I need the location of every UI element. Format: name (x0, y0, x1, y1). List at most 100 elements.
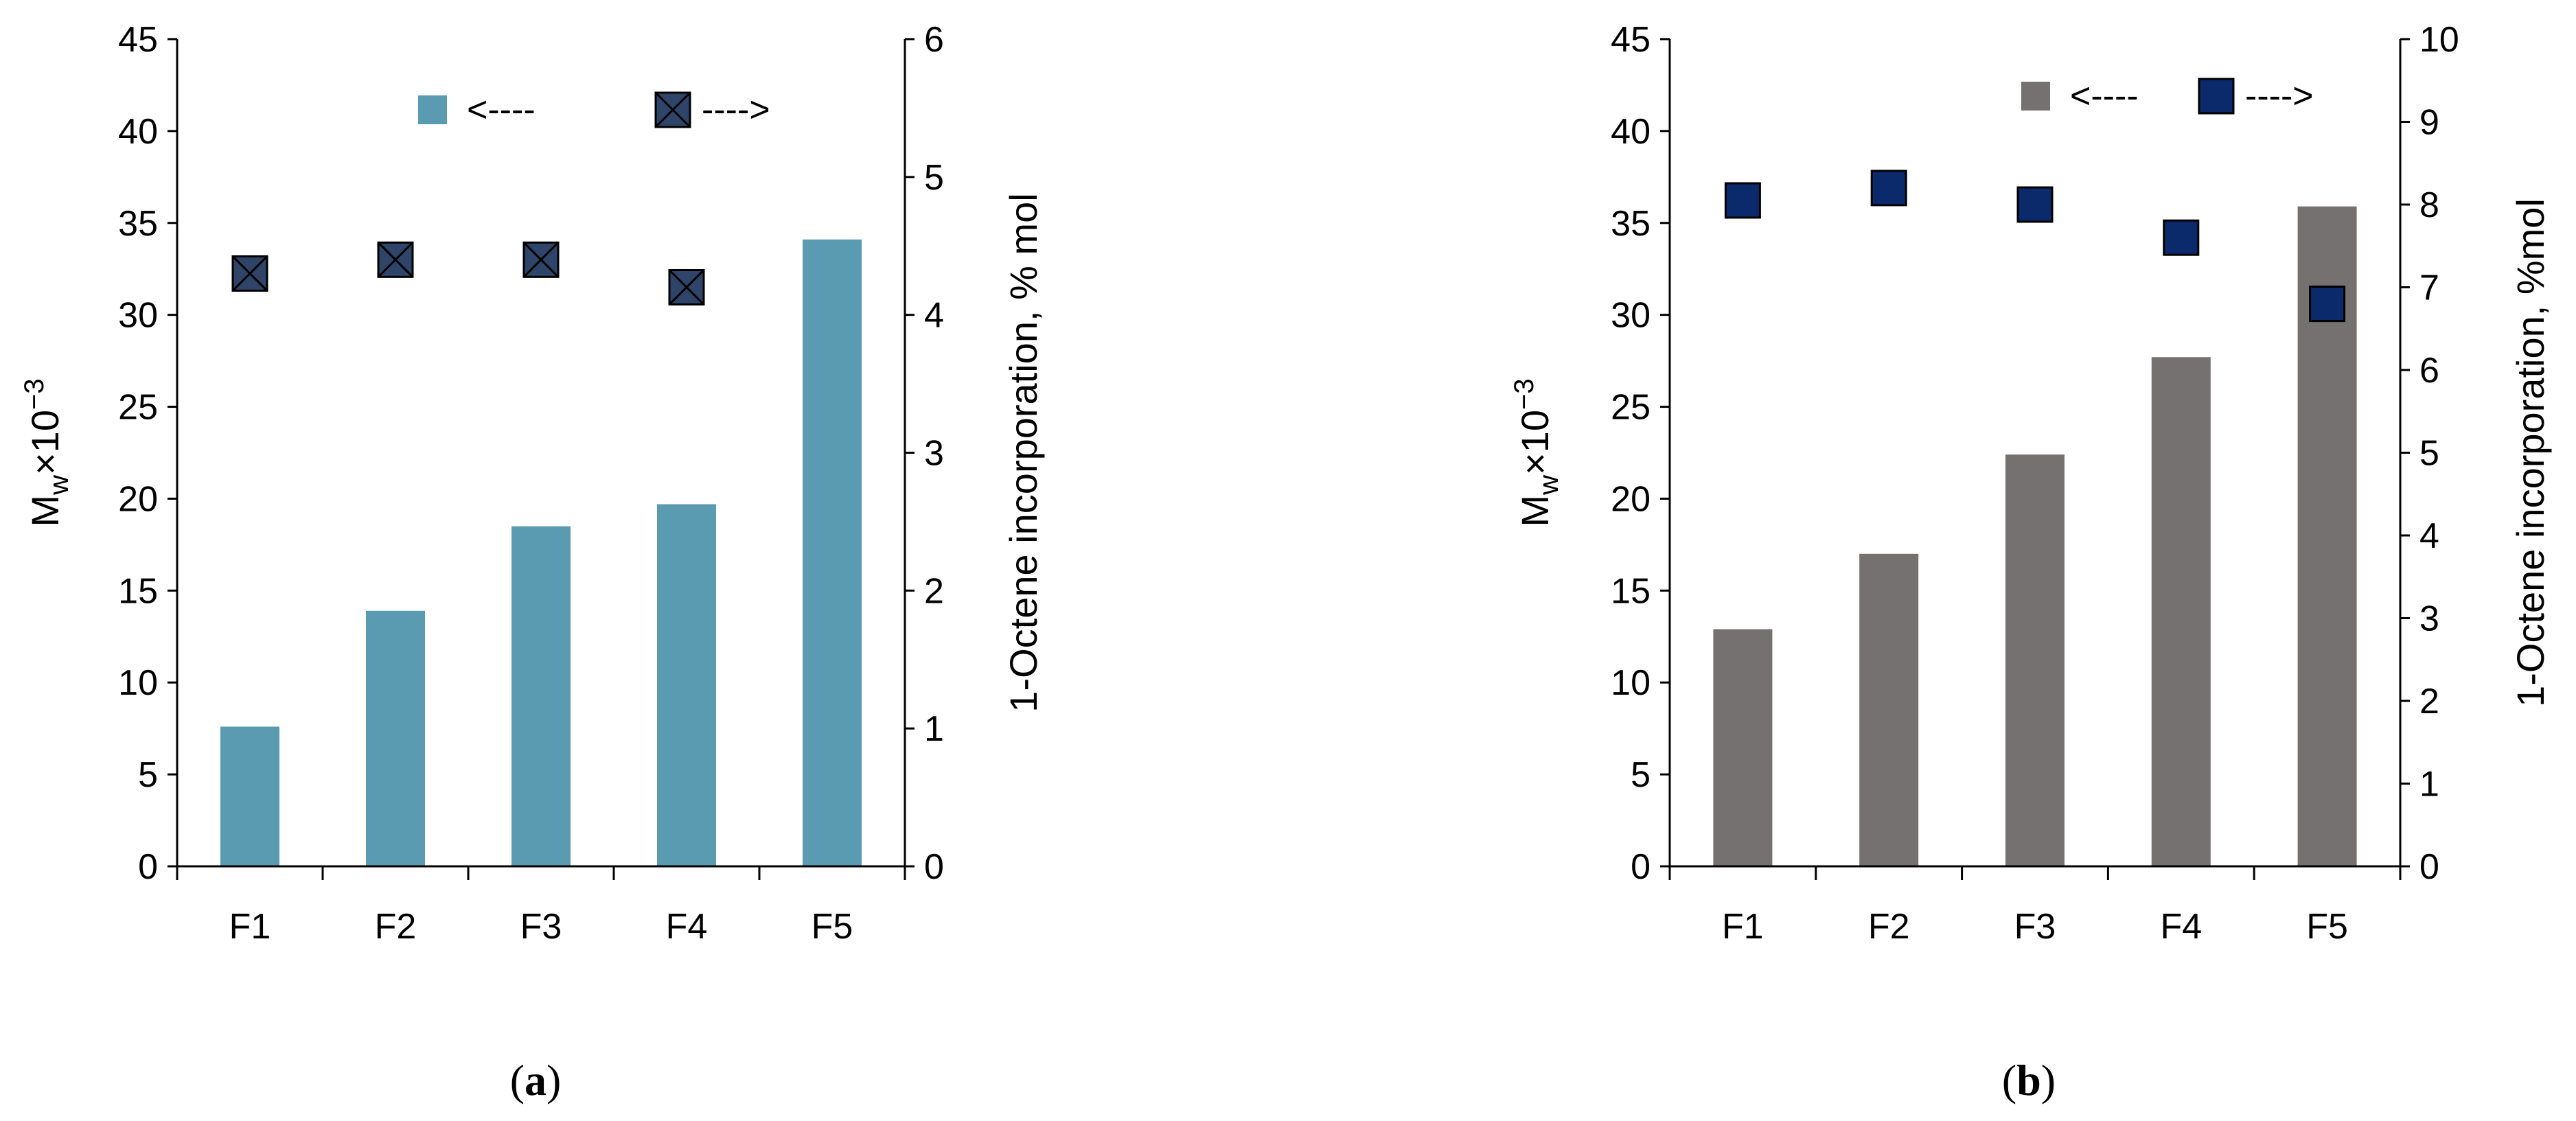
y-left-title-main: M (1513, 495, 1556, 527)
y-right-tick-label: 3 (2419, 599, 2439, 639)
y-right-tick-label: 2 (924, 571, 944, 611)
legend-bar-swatch (418, 95, 447, 124)
x-tick-label-f4: F4 (666, 907, 708, 947)
y-right-tick-label: 0 (924, 847, 944, 887)
panel-label-close: ) (547, 1056, 561, 1105)
marker-square (2016, 186, 2054, 223)
marker-f1 (1724, 182, 1761, 219)
legend-arrow-right: ----> (702, 90, 770, 130)
x-tick-label-f3: F3 (520, 907, 562, 947)
marker-square (1870, 170, 1907, 207)
legend-arrow-right: ----> (2245, 76, 2314, 116)
marker-f4 (668, 269, 705, 305)
y-left-title-sub: w (1534, 475, 1564, 496)
y-left-tick-label: 20 (1611, 479, 1651, 519)
bar-f4 (657, 504, 716, 866)
y-left-title-sub: w (44, 475, 74, 496)
y-left-tick-label: 5 (138, 755, 158, 795)
marker-f3 (2016, 186, 2054, 223)
y-right-tick-label: 4 (924, 296, 944, 336)
x-tick-label-f1: F1 (1722, 907, 1764, 947)
marker-cross-b (522, 242, 560, 278)
y-left-tick-label: 15 (1611, 571, 1651, 611)
y-right-tick-label: 7 (2419, 268, 2439, 308)
legend-marker-swatch (654, 91, 691, 128)
legend-bar-swatch (2021, 82, 2050, 111)
y-left-title-rest: ×10 (23, 410, 67, 475)
y-right-tick-label: 1 (2419, 765, 2439, 805)
panel-label: (b) (2002, 1056, 2056, 1105)
marker-cross-b (668, 269, 705, 305)
legend-arrow-left: <---- (2070, 76, 2139, 116)
marker-cross-b (377, 242, 414, 278)
y-right-tick-label: 10 (2419, 20, 2459, 60)
legend-marker-swatch (2198, 78, 2235, 115)
bar-f4 (2151, 357, 2211, 866)
y-left-tick-label: 5 (1631, 755, 1651, 795)
y-right-title: 1-Octene incorporation, % mol (1002, 193, 1045, 712)
y-left-tick-label: 0 (1631, 847, 1651, 887)
panel-label-open: ( (2002, 1056, 2016, 1105)
marker-f2 (377, 241, 414, 278)
y-left-title-rest: ×10 (1513, 410, 1556, 475)
y-right-tick-label: 2 (2419, 682, 2439, 721)
y-left-tick-label: 20 (118, 479, 158, 519)
marker-f2 (1870, 170, 1907, 207)
y-left-title-sup: −3 (19, 378, 49, 410)
marker-cross-b (654, 91, 691, 128)
x-tick-label-f5: F5 (812, 907, 853, 947)
bar-f2 (366, 610, 425, 866)
y-left-tick-label: 45 (118, 20, 158, 60)
y-left-title: Mw×10−3 (1509, 378, 1564, 527)
y-left-tick-label: 40 (118, 112, 158, 152)
x-tick-label-f1: F1 (229, 907, 271, 947)
bar-f2 (1859, 553, 1919, 866)
panel-label: (a) (510, 1056, 562, 1105)
x-tick-label-f2: F2 (375, 907, 417, 947)
marker-f1 (231, 255, 268, 292)
y-left-title-main: M (23, 495, 67, 527)
y-left-title: Mw×10−3 (19, 378, 74, 527)
y-left-tick-label: 10 (118, 663, 158, 703)
panel-label-letter: a (525, 1056, 547, 1105)
legend: <---- ----> (2021, 76, 2314, 116)
y-left-tick-label: 30 (1611, 296, 1651, 336)
y-right-tick-label: 1 (924, 709, 944, 749)
y-left-tick-label: 35 (118, 204, 158, 244)
bar-f3 (2005, 454, 2065, 866)
y-right-tick-label: 8 (2419, 185, 2439, 225)
panel-label-letter: b (2016, 1056, 2041, 1105)
y-right-tick-label: 5 (2419, 434, 2439, 474)
marker-f4 (2163, 219, 2200, 256)
marker-square (2198, 78, 2235, 115)
y-left-title-sup: −3 (1509, 378, 1539, 410)
bar-f1 (220, 726, 279, 866)
marker-square (2163, 219, 2200, 256)
y-left-tick-label: 10 (1611, 663, 1651, 703)
legend: <---- ----> (418, 90, 770, 130)
y-right-tick-label: 9 (2419, 103, 2439, 143)
y-right-tick-label: 5 (924, 158, 944, 198)
bar-f3 (511, 526, 571, 866)
x-tick-label-f5: F5 (2306, 907, 2348, 947)
y-right-tick-label: 3 (924, 434, 944, 474)
y-right-tick-label: 4 (2419, 516, 2439, 556)
y-left-tick-label: 0 (138, 847, 158, 887)
panel-label-open: ( (510, 1056, 525, 1105)
y-right-tick-label: 0 (2419, 847, 2439, 887)
y-left-tick-label: 40 (1611, 112, 1651, 152)
y-left-tick-label: 25 (1611, 388, 1651, 428)
bar-f1 (1713, 629, 1773, 866)
x-tick-label-f4: F4 (2160, 907, 2202, 947)
y-right-tick-label: 6 (924, 20, 944, 60)
x-tick-label-f3: F3 (2014, 907, 2056, 947)
marker-f3 (522, 241, 560, 278)
marker-square (1724, 182, 1761, 219)
y-right-tick-label: 6 (2419, 351, 2439, 391)
marker-f5 (2309, 286, 2346, 323)
x-tick-label-f2: F2 (1868, 907, 1910, 947)
y-right-title: 1-Octene incorporation, %mol (2509, 198, 2552, 707)
